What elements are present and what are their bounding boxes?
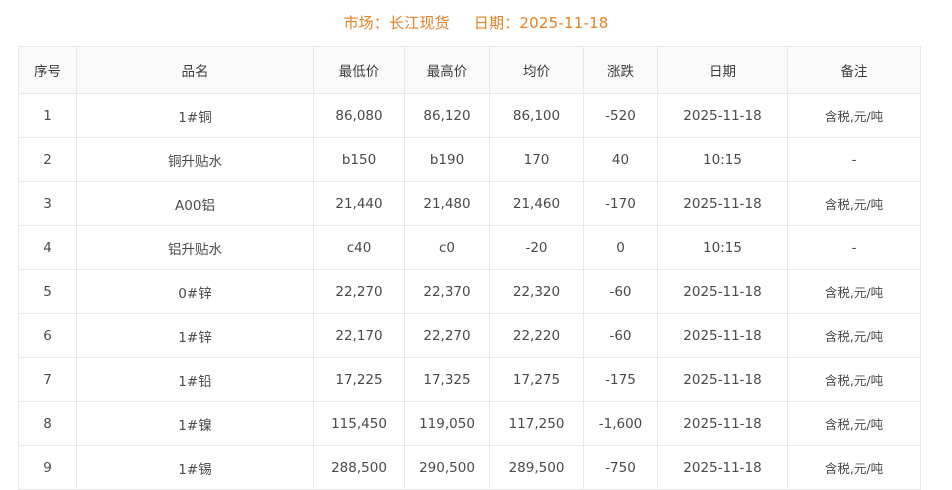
cell-change: -170 xyxy=(583,181,658,226)
column-header-name: 品名 xyxy=(76,46,314,94)
table-row: 2 铜升贴水 b150 b190 170 40 10:15- xyxy=(18,137,921,182)
cell-change: -60 xyxy=(583,269,658,314)
cell-remark: 含税,元/吨 xyxy=(787,445,921,490)
table-header: 序号 品名 最低价 最高价 均价 涨跌 日期 备注 xyxy=(18,46,921,94)
cell-high: c0 xyxy=(404,225,490,270)
cell-low: 21,440 xyxy=(313,181,405,226)
cell-change: -1,600 xyxy=(583,401,658,446)
cell-avg: 22,320 xyxy=(489,269,584,314)
cell-date: 2025-11-18 xyxy=(657,357,788,402)
cell-name: A00铝 xyxy=(76,181,314,226)
cell-index: 2 xyxy=(18,137,77,182)
cell-avg: 17,275 xyxy=(489,357,584,402)
cell-name: 1#铜 xyxy=(76,93,314,138)
cell-index: 4 xyxy=(18,225,77,270)
cell-index: 6 xyxy=(18,313,77,358)
table-row: 7 1#铅 17,225 17,325 17,275 -175 2025-11-18 含税,元… xyxy=(18,357,921,402)
cell-name: 1#铅 xyxy=(76,357,314,402)
cell-index: 1 xyxy=(18,93,77,138)
cell-index: 9 xyxy=(18,445,77,490)
cell-date: 10:15 xyxy=(657,225,788,270)
cell-low: 115,450 xyxy=(313,401,405,446)
cell-change: -60 xyxy=(583,313,658,358)
cell-change: 0 xyxy=(583,225,658,270)
cell-name: 铜升贴水 xyxy=(76,137,314,182)
cell-high: 21,480 xyxy=(404,181,490,226)
cell-remark: 含税,元/吨 xyxy=(787,269,921,314)
column-header-avg: 均价 xyxy=(489,46,584,94)
cell-date: 2025-11-18 xyxy=(657,269,788,314)
cell-change: -750 xyxy=(583,445,658,490)
cell-remark: 含税,元/吨 xyxy=(787,357,921,402)
cell-avg: 86,100 xyxy=(489,93,584,138)
cell-low: 17,225 xyxy=(313,357,405,402)
cell-remark: 含税,元/吨 xyxy=(787,93,921,138)
table-row: 5 0#锌 22,270 22,370 22,320 -60 2025-11-18 含税,元/… xyxy=(18,269,921,314)
cell-change: 40 xyxy=(583,137,658,182)
cell-low: b150 xyxy=(313,137,405,182)
page-title: 市场：长江现货 日期：2025-11-18 xyxy=(0,13,952,33)
table-row: 4 铝升贴水 c40 c0 -20 0 10:15- xyxy=(18,225,921,270)
cell-high: 86,120 xyxy=(404,93,490,138)
table-row: 8 1#镍 115,450 119,050 117,250 -1,600 2025-11-1… xyxy=(18,401,921,446)
date-label: 日期：2025-11-18 xyxy=(473,14,609,32)
table-row: 3 A00铝 21,440 21,480 21,460 -170 2025-11-18 含税,… xyxy=(18,181,921,226)
cell-high: 17,325 xyxy=(404,357,490,402)
table-body: 1 1#铜 86,080 86,120 86,100 -520 2025-11-18 含税,元… xyxy=(18,93,921,490)
cell-low: c40 xyxy=(313,225,405,270)
cell-name: 1#锌 xyxy=(76,313,314,358)
cell-low: 22,170 xyxy=(313,313,405,358)
cell-remark: 含税,元/吨 xyxy=(787,401,921,446)
table-row: 9 1#锡 288,500 290,500 289,500 -750 2025-11-18 含… xyxy=(18,445,921,490)
cell-high: 22,370 xyxy=(404,269,490,314)
column-header-change: 涨跌 xyxy=(583,46,658,94)
cell-avg: 22,220 xyxy=(489,313,584,358)
column-header-high: 最高价 xyxy=(404,46,490,94)
cell-date: 10:15 xyxy=(657,137,788,182)
cell-high: 22,270 xyxy=(404,313,490,358)
column-header-index: 序号 xyxy=(18,46,77,94)
cell-low: 288,500 xyxy=(313,445,405,490)
cell-high: 290,500 xyxy=(404,445,490,490)
spot-price-table: 序号 品名 最低价 最高价 均价 涨跌 日期 备注 1 1#铜 86,080 86,1… xyxy=(18,46,921,490)
market-label: 市场：长江现货 xyxy=(343,14,450,32)
cell-remark: 含税,元/吨 xyxy=(787,313,921,358)
cell-avg: -20 xyxy=(489,225,584,270)
cell-date: 2025-11-18 xyxy=(657,181,788,226)
table-header-row: 序号 品名 最低价 最高价 均价 涨跌 日期 备注 xyxy=(18,46,921,94)
cell-name: 铝升贴水 xyxy=(76,225,314,270)
cell-name: 0#锌 xyxy=(76,269,314,314)
cell-remark: 含税,元/吨 xyxy=(787,181,921,226)
cell-avg: 170 xyxy=(489,137,584,182)
cell-change: -520 xyxy=(583,93,658,138)
table-row: 1 1#铜 86,080 86,120 86,100 -520 2025-11-18 含税,元… xyxy=(18,93,921,138)
cell-remark: - xyxy=(787,225,921,270)
cell-name: 1#锡 xyxy=(76,445,314,490)
cell-high: b190 xyxy=(404,137,490,182)
cell-avg: 117,250 xyxy=(489,401,584,446)
column-header-date: 日期 xyxy=(657,46,788,94)
cell-index: 5 xyxy=(18,269,77,314)
column-header-low: 最低价 xyxy=(313,46,405,94)
cell-change: -175 xyxy=(583,357,658,402)
cell-remark: - xyxy=(787,137,921,182)
cell-date: 2025-11-18 xyxy=(657,93,788,138)
column-header-remark: 备注 xyxy=(787,46,921,94)
table-row: 6 1#锌 22,170 22,270 22,220 -60 2025-11-18 含税,元/… xyxy=(18,313,921,358)
cell-index: 3 xyxy=(18,181,77,226)
cell-name: 1#镍 xyxy=(76,401,314,446)
cell-avg: 21,460 xyxy=(489,181,584,226)
cell-date: 2025-11-18 xyxy=(657,445,788,490)
cell-index: 8 xyxy=(18,401,77,446)
cell-avg: 289,500 xyxy=(489,445,584,490)
cell-low: 86,080 xyxy=(313,93,405,138)
cell-high: 119,050 xyxy=(404,401,490,446)
cell-date: 2025-11-18 xyxy=(657,313,788,358)
cell-date: 2025-11-18 xyxy=(657,401,788,446)
cell-index: 7 xyxy=(18,357,77,402)
cell-low: 22,270 xyxy=(313,269,405,314)
